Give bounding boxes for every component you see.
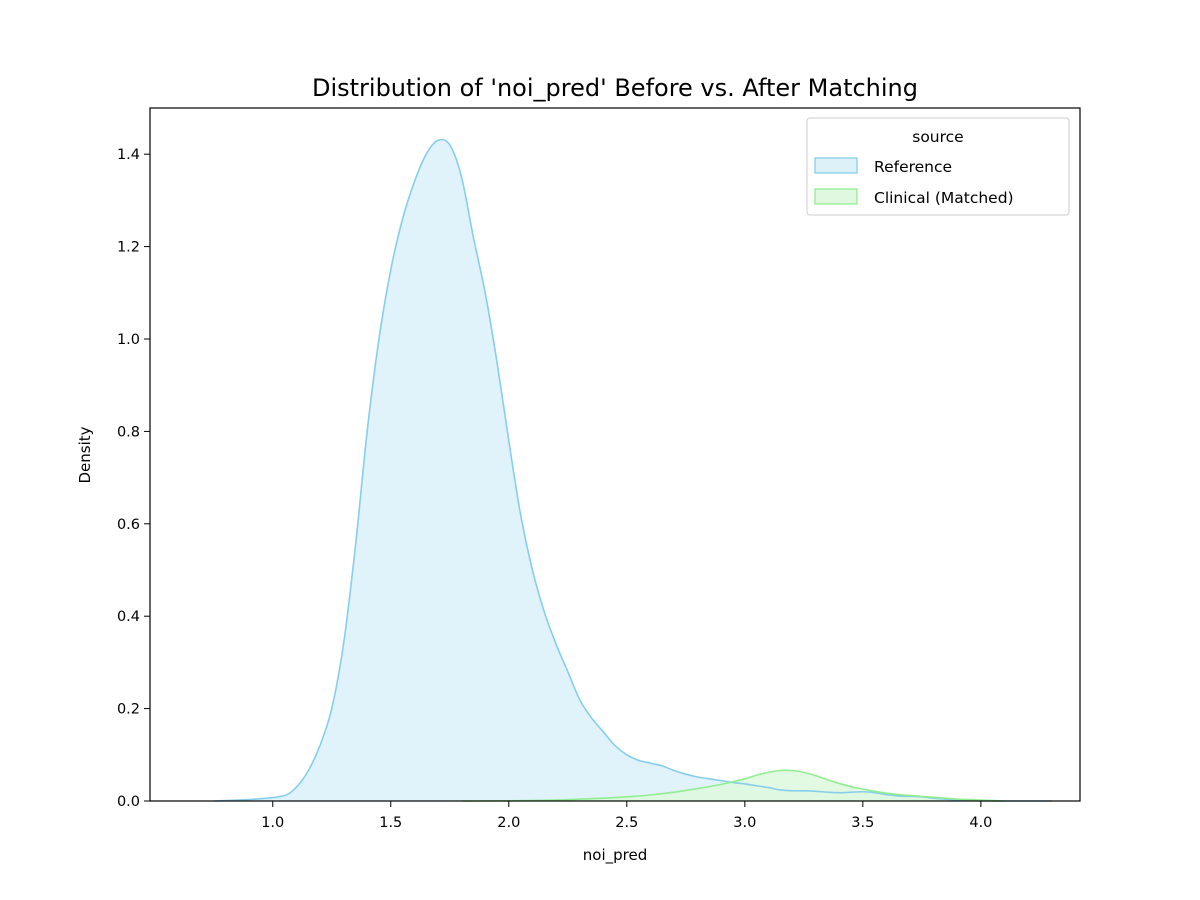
- legend-swatch-reference: [814, 157, 858, 174]
- legend-title: source: [912, 128, 963, 146]
- x-tick-label: 1.5: [379, 815, 402, 831]
- x-tick-label: 3.0: [733, 815, 756, 831]
- y-tick-label: 0.8: [117, 424, 140, 440]
- y-tick-label: 1.4: [117, 147, 140, 163]
- y-tick-label: 1.2: [117, 240, 140, 256]
- series-layer: [213, 138, 1052, 802]
- plot-frame: [149, 107, 1081, 802]
- x-tick-label: 4.0: [969, 815, 992, 831]
- legend-label-reference: Reference: [874, 158, 952, 176]
- y-tick-label: 0.0: [117, 794, 140, 810]
- legend-label-clinical-matched: Clinical (Matched): [874, 189, 1014, 207]
- legend: source Reference Clinical (Matched): [806, 117, 1070, 216]
- chart-title: Distribution of 'noi_pred' Before vs. Af…: [312, 74, 918, 102]
- series-area-0: [213, 139, 1052, 802]
- y-tick-label: 0.4: [117, 609, 140, 625]
- series-line-0: [213, 138, 1052, 802]
- series-area-1: [461, 770, 1005, 801]
- x-tick-label: 1.0: [261, 815, 284, 831]
- x-axis-label: noi_pred: [583, 846, 647, 865]
- series-line-1: [461, 769, 1005, 802]
- x-tick-label: 3.5: [851, 815, 874, 831]
- x-tick-label: 2.0: [497, 815, 520, 831]
- legend-swatch-clinical-matched: [814, 188, 858, 205]
- x-axis-ticks: 1.0 1.5 2.0 2.5 3.0 3.5 4.0: [261, 801, 992, 831]
- x-tick-label: 2.5: [615, 815, 638, 831]
- y-axis-label: Density: [76, 426, 94, 483]
- y-tick-label: 0.6: [117, 517, 140, 533]
- legend-box: [806, 117, 1070, 216]
- y-tick-label: 0.2: [117, 702, 140, 718]
- y-tick-label: 1.0: [117, 332, 140, 348]
- y-axis-ticks: 0.0 0.2 0.4 0.6 0.8 1.0 1.2 1.4: [117, 147, 150, 810]
